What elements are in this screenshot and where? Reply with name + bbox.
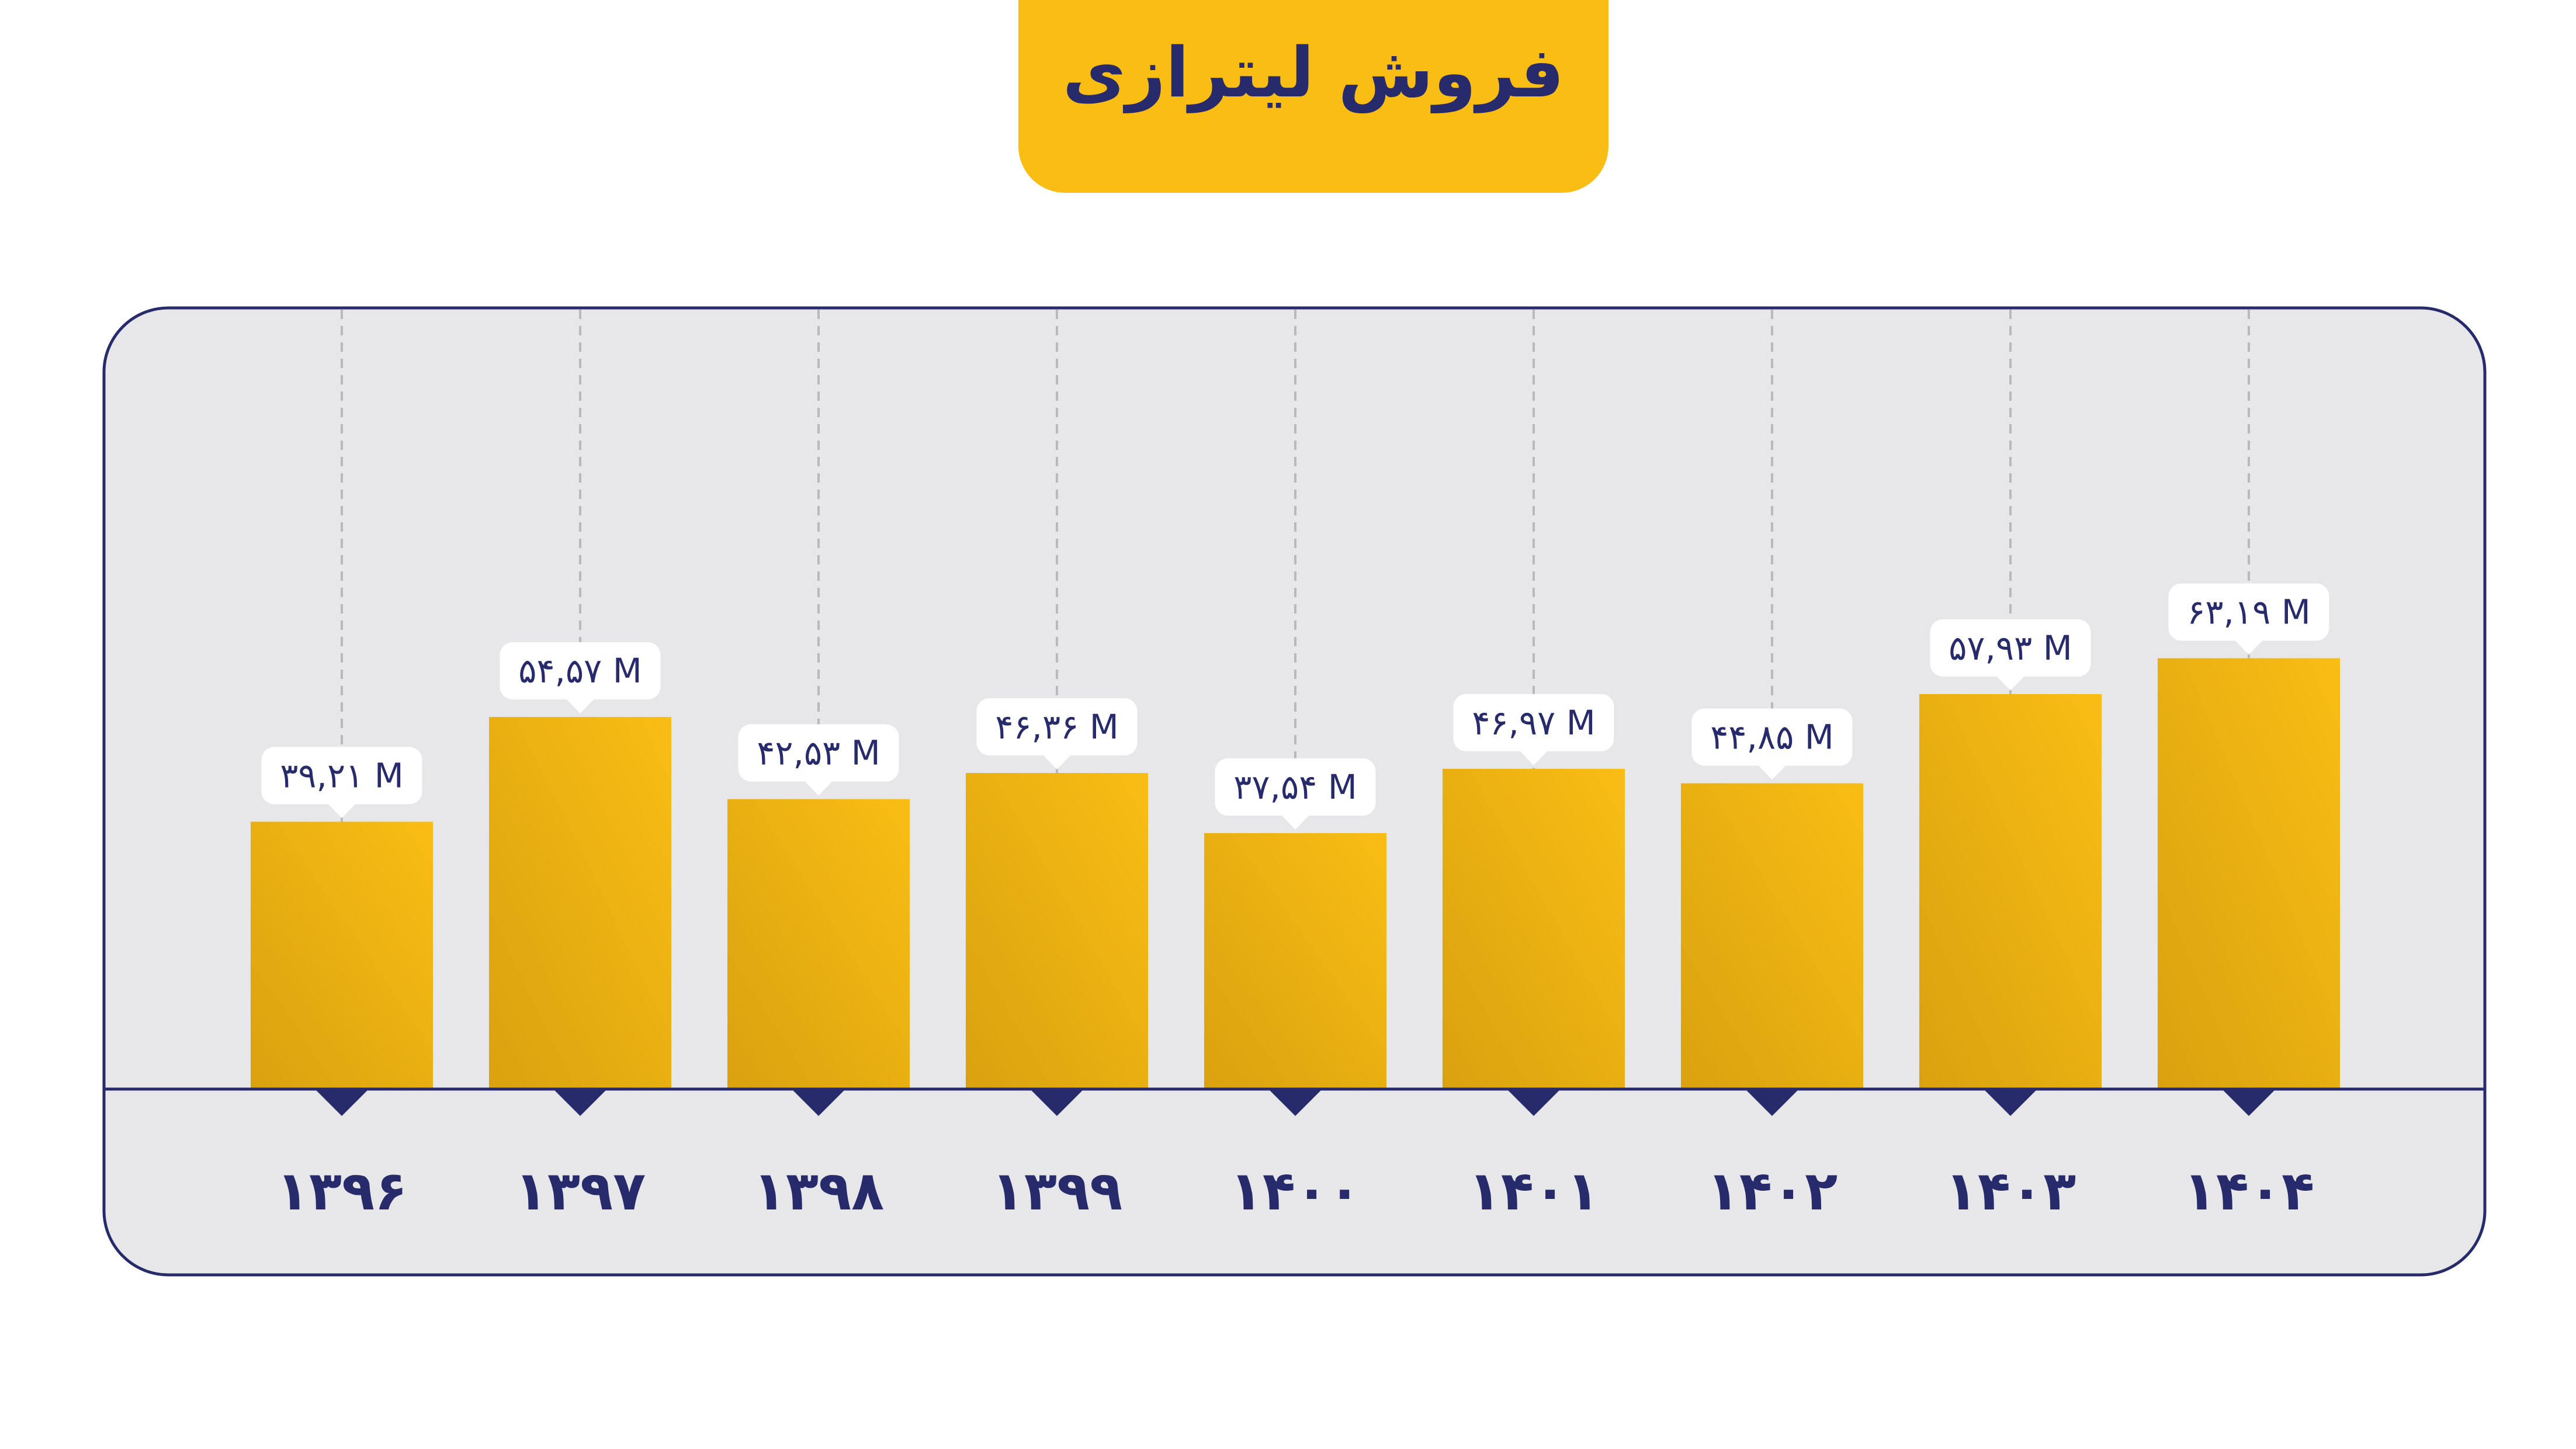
category-label: ۱۳۹۹ bbox=[991, 1160, 1123, 1222]
axis-marker bbox=[1984, 1089, 2037, 1116]
category-label: ۱۴۰۰ bbox=[1230, 1160, 1361, 1222]
axis-marker bbox=[1507, 1089, 1561, 1116]
value-label-text: ۴۶,۹۷ M bbox=[1472, 703, 1596, 743]
category-label: ۱۴۰۳ bbox=[1945, 1160, 2076, 1222]
category-label: ۱۴۰۲ bbox=[1707, 1160, 1838, 1222]
value-label-text: ۴۴,۸۵ M bbox=[1710, 717, 1834, 757]
value-label-pointer bbox=[1043, 754, 1071, 769]
value-label: ۴۶,۳۶ M bbox=[976, 698, 1138, 769]
value-label-text: ۴۶,۳۶ M bbox=[995, 707, 1119, 747]
chart-title-tab: فروش لیترازی bbox=[1018, 0, 1608, 193]
value-label: ۴۲,۵۳ M bbox=[738, 724, 899, 796]
bar bbox=[251, 821, 433, 1089]
axis-marker bbox=[792, 1089, 845, 1116]
bar bbox=[966, 772, 1148, 1089]
value-label: ۴۶,۹۷ M bbox=[1453, 694, 1614, 765]
value-label-pointer bbox=[805, 781, 833, 796]
value-label-box bbox=[1215, 758, 1376, 816]
category-label: ۱۳۹۶ bbox=[276, 1160, 408, 1222]
value-label-box bbox=[738, 724, 899, 782]
value-label-box bbox=[1930, 619, 2091, 677]
category-label: ۱۳۹۸ bbox=[753, 1160, 885, 1222]
axis-marker bbox=[553, 1089, 607, 1116]
value-label: ۵۴,۵۷ M bbox=[500, 642, 661, 714]
axis-marker bbox=[2222, 1089, 2276, 1116]
axis-marker bbox=[1268, 1089, 1322, 1116]
bar bbox=[1919, 694, 2102, 1089]
value-label-text: ۴۲,۵۳ M bbox=[757, 733, 880, 773]
value-label-text: ۵۴,۵۷ M bbox=[518, 651, 642, 691]
value-label-text: ۶۳,۱۹ M bbox=[2187, 592, 2311, 632]
category-label: ۱۴۰۴ bbox=[2183, 1160, 2315, 1222]
value-label-pointer bbox=[2235, 640, 2263, 655]
value-label-pointer bbox=[1758, 765, 1786, 780]
value-label: ۴۴,۸۵ M bbox=[1691, 708, 1853, 780]
axis-marker bbox=[315, 1089, 369, 1116]
value-label-pointer bbox=[1520, 750, 1548, 765]
value-label-box bbox=[2168, 583, 2329, 641]
value-label-pointer bbox=[1281, 814, 1309, 830]
value-label-pointer bbox=[1996, 675, 2024, 691]
value-label-text: ۳۹,۲۱ M bbox=[280, 755, 404, 795]
value-label: ۳۷,۵۴ M bbox=[1215, 758, 1376, 830]
value-label-box bbox=[500, 642, 661, 700]
bar bbox=[2158, 658, 2340, 1089]
bar bbox=[1443, 768, 1625, 1089]
value-label-pointer bbox=[328, 803, 356, 819]
category-label: ۱۳۹۷ bbox=[515, 1160, 646, 1222]
value-label-box bbox=[1691, 708, 1853, 766]
value-label-box bbox=[976, 698, 1138, 755]
bar bbox=[1681, 783, 1863, 1089]
bar bbox=[489, 717, 671, 1089]
category-label: ۱۴۰۱ bbox=[1468, 1160, 1600, 1222]
value-label-pointer bbox=[566, 699, 594, 714]
bar bbox=[1204, 833, 1386, 1089]
axis-marker bbox=[1030, 1089, 1084, 1116]
value-label: ۳۹,۲۱ M bbox=[261, 747, 422, 819]
chart-title: فروش لیترازی bbox=[1062, 32, 1565, 113]
value-label-box bbox=[261, 747, 422, 805]
bar bbox=[727, 799, 910, 1089]
value-label: ۶۳,۱۹ M bbox=[2168, 583, 2329, 655]
axis-marker bbox=[1745, 1089, 1799, 1116]
value-label-box bbox=[1453, 694, 1614, 751]
value-label-text: ۳۷,۵۴ M bbox=[1233, 767, 1357, 807]
value-label-text: ۵۷,۹۳ M bbox=[1949, 628, 2072, 668]
value-label: ۵۷,۹۳ M bbox=[1930, 619, 2091, 691]
